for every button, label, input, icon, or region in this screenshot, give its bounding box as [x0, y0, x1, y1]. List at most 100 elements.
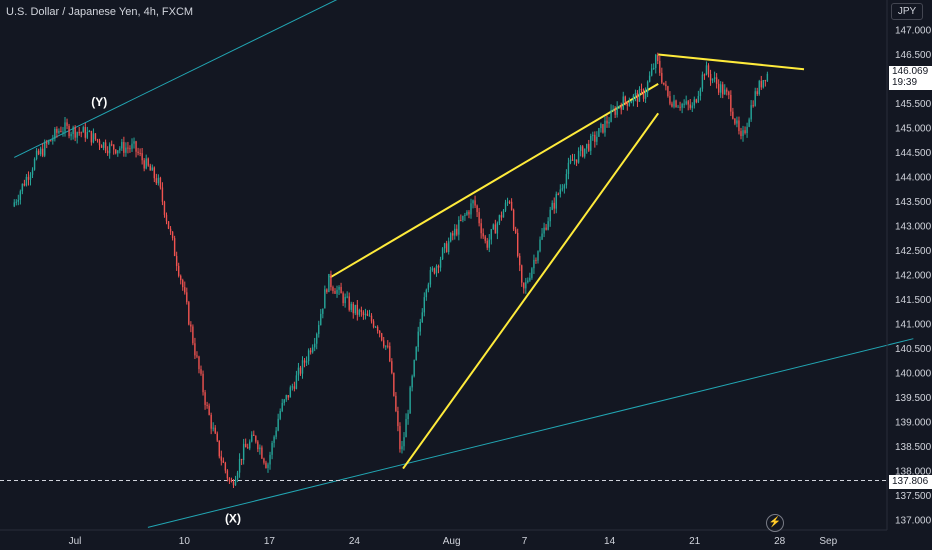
price-tick-label: 147.000 [895, 26, 932, 37]
candle-body [33, 159, 36, 170]
candle-body [653, 67, 655, 69]
candle-body [648, 75, 651, 82]
candle-body [214, 427, 216, 434]
candle-body [106, 150, 109, 154]
candle-body [76, 132, 78, 138]
candle-body [263, 458, 265, 463]
candle-body [196, 355, 198, 357]
candle-body [634, 92, 637, 96]
candle-body [108, 144, 111, 154]
candle-body [492, 224, 495, 230]
time-axis[interactable]: Jul 10 17 24 Aug 7 14 21 28 Sep [0, 529, 887, 547]
candle-body [84, 127, 86, 138]
candle-body [407, 413, 409, 420]
candle-body [117, 150, 119, 154]
candle-body [387, 345, 389, 347]
candle-body [169, 228, 172, 232]
candle-body [689, 104, 691, 108]
candle-body [443, 243, 446, 249]
candle-body [742, 130, 744, 137]
candle-body [342, 293, 344, 304]
candle-body [88, 130, 91, 133]
candle-body [596, 136, 598, 142]
candle-body [356, 304, 359, 315]
candle-body [364, 313, 367, 316]
candle-body [640, 88, 643, 90]
price-axis[interactable]: 137.000 137.500 138.000 138.500 139.000 139.5… [886, 0, 932, 530]
candle-body [283, 399, 285, 403]
candle-body [273, 436, 275, 443]
candle-body [44, 142, 46, 156]
candle-body [74, 127, 76, 138]
last-price-tag: 146.069 19:39 [889, 66, 932, 90]
candle-body [630, 101, 633, 104]
candle-body [279, 410, 281, 419]
candle-body [68, 125, 70, 137]
candle-body [238, 458, 241, 473]
candle-body [70, 133, 72, 137]
trendlines [0, 0, 914, 528]
candle-body [110, 144, 113, 146]
candle-body [316, 333, 318, 344]
candle-body [586, 143, 588, 149]
candle-body [275, 430, 277, 437]
candle-body [289, 387, 292, 398]
candle-body [468, 211, 470, 215]
candle-body [52, 138, 54, 141]
candle-body [604, 120, 606, 133]
candle-body [677, 106, 679, 108]
candle-body [608, 121, 610, 124]
candle-body [265, 462, 267, 469]
candle-body [372, 321, 375, 327]
price-tick-label: 144.000 [895, 173, 932, 184]
candle-body [673, 100, 675, 107]
lightning-icon[interactable]: ⚡ [766, 514, 784, 532]
candle-body [17, 199, 20, 202]
candle-body [295, 375, 298, 389]
candle-body [324, 289, 326, 309]
candle-body [527, 280, 529, 283]
candle-body [565, 174, 568, 186]
candle-body [699, 88, 702, 97]
candle-body [303, 360, 306, 363]
currency-button[interactable]: JPY [891, 3, 923, 20]
candle-body [58, 130, 60, 133]
candle-body [738, 120, 740, 132]
candle-body [198, 356, 200, 370]
candle-body [37, 150, 40, 155]
candle-body [736, 120, 738, 124]
candle-body [506, 201, 509, 203]
candle-body [137, 151, 139, 154]
time-tick-label: 28 [774, 536, 786, 547]
candle-body [610, 109, 612, 122]
candle-body [567, 162, 570, 175]
candle-body [182, 280, 184, 288]
candle-body [313, 343, 316, 348]
candle-body [96, 139, 99, 141]
candle-body [257, 441, 259, 450]
candle-body [482, 233, 484, 237]
candle-body [456, 228, 458, 235]
candle-body [200, 369, 202, 374]
candle-body [350, 303, 352, 310]
candle-body [431, 268, 434, 271]
candle-body [628, 103, 631, 106]
candle-body [253, 434, 255, 436]
candle-body [255, 435, 257, 442]
candle-body [247, 447, 249, 449]
candle-body [429, 270, 432, 285]
time-tick-label: Aug [443, 536, 461, 547]
candle-body [39, 148, 42, 155]
candle-body [175, 255, 178, 266]
candle-body [435, 265, 438, 274]
candle-body [679, 106, 681, 108]
candle-body [525, 282, 527, 289]
candle-body [744, 130, 746, 134]
candle-body [362, 311, 365, 316]
price-tick-label: 145.000 [895, 124, 932, 135]
last-price-value: 146.069 [892, 66, 929, 77]
candle-body [514, 229, 517, 233]
candle-body [551, 202, 553, 210]
candle-body [15, 201, 17, 203]
